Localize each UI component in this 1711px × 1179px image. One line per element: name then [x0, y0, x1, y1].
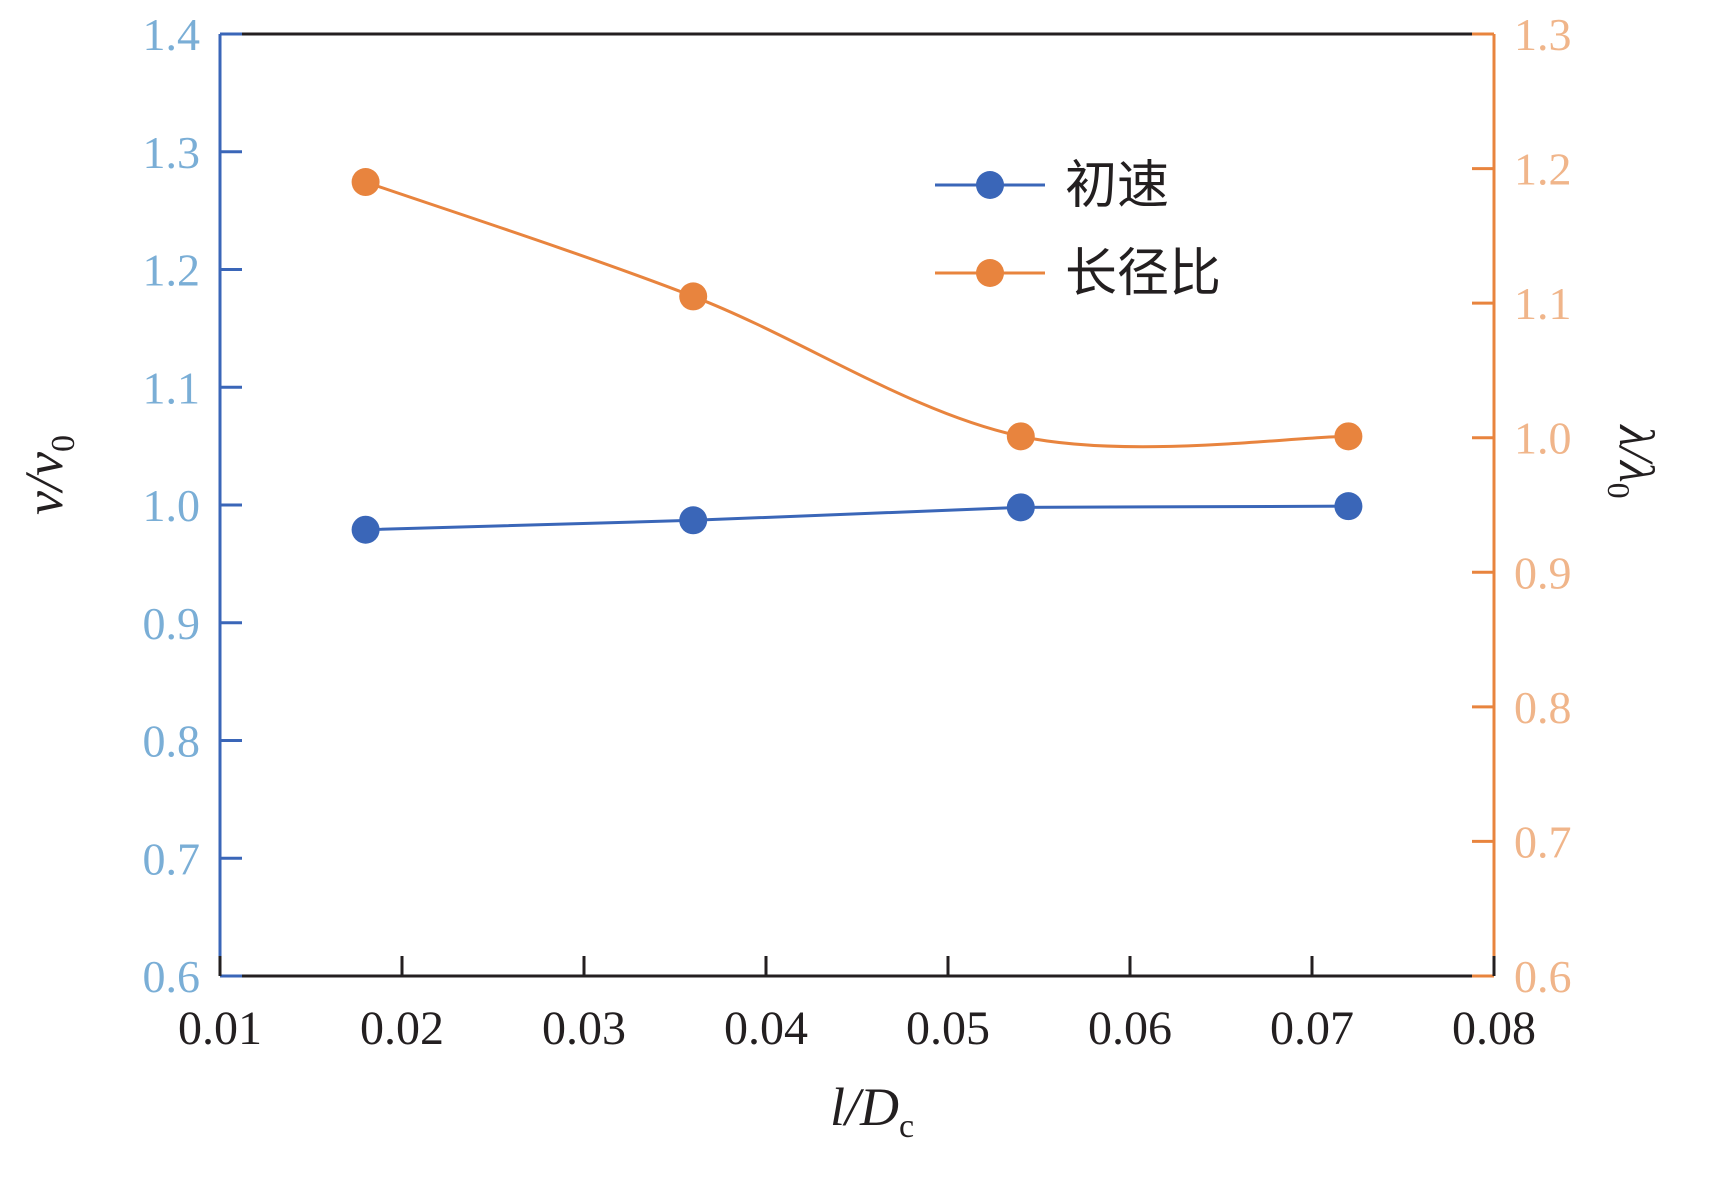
series-point-1: [679, 282, 708, 311]
y-left-tick-label: 1.0: [143, 480, 201, 531]
series-line-1: [365, 180, 1349, 449]
x-tick-label: 0.02: [360, 1002, 444, 1055]
y-left-tick-label: 1.1: [143, 362, 201, 413]
y-left-tick-label: 0.7: [143, 833, 201, 884]
x-tick-label: 0.06: [1088, 1002, 1172, 1055]
y-right-tick-label: 1.3: [1514, 9, 1572, 60]
x-title-sub: c: [899, 1108, 914, 1145]
x-tick-label: 0.07: [1270, 1002, 1354, 1055]
series-point-1: [1334, 422, 1363, 451]
y-right-title-main: λ/λ: [1609, 423, 1665, 482]
y-right-axis-title: λ/λ0: [1601, 423, 1665, 498]
x-tick-label: 0.03: [542, 1002, 626, 1055]
y-right-tick-label: 0.7: [1514, 816, 1572, 867]
series-point-1: [351, 168, 380, 197]
series-point-0: [679, 506, 708, 535]
x-title-main: l/D: [830, 1077, 899, 1137]
y-left-title-main: v/v: [14, 452, 74, 515]
x-tick-label: 0.05: [906, 1002, 990, 1055]
y-left-title-sub: 0: [45, 435, 82, 452]
ticks: 0.6 0.7 0.8 0.9 1.0 1.1 1.2 1.3 1.4 0.6 0.7 0.8 0.9 1…: [143, 9, 1572, 1055]
y-left-tick-label: 1.2: [143, 245, 201, 296]
legend-marker-0: [976, 171, 1004, 199]
legend-label-1: 长径比: [1065, 244, 1221, 304]
y-left-tick-label: 1.4: [143, 9, 201, 60]
y-left-tick-label: 1.3: [143, 127, 201, 178]
series-point-0: [351, 515, 380, 544]
y-right-tick-label: 0.8: [1514, 682, 1572, 733]
y-left-tick-label: 0.8: [143, 716, 201, 767]
y-left-axis-title: v/v0: [14, 435, 82, 515]
y-right-tick-label: 0.6: [1514, 951, 1572, 1002]
x-tick-label: 0.01: [178, 1002, 262, 1055]
y-right-tick-label: 0.9: [1514, 547, 1572, 598]
series-lines: [365, 180, 1349, 532]
y-left-tick-label: 0.9: [143, 598, 201, 649]
series-point-1: [1006, 422, 1035, 451]
y-right-tick-label: 1.1: [1514, 278, 1572, 329]
series-point-0: [1006, 493, 1035, 522]
x-tick-label: 0.04: [724, 1002, 808, 1055]
y-right-tick-label: 1.0: [1514, 413, 1572, 464]
legend-label-0: 初速: [1065, 156, 1169, 216]
y-right-tick-label: 1.2: [1514, 144, 1572, 195]
x-tick-label: 0.08: [1452, 1002, 1536, 1055]
series-line-0: [365, 504, 1349, 532]
y-right-title-sub: 0: [1601, 483, 1637, 499]
series-points: [351, 168, 1363, 544]
y-left-tick-label: 0.6: [143, 951, 201, 1002]
series-point-0: [1334, 492, 1363, 521]
legend-marker-1: [976, 259, 1004, 287]
x-axis-title: l/Dc: [830, 1077, 914, 1145]
